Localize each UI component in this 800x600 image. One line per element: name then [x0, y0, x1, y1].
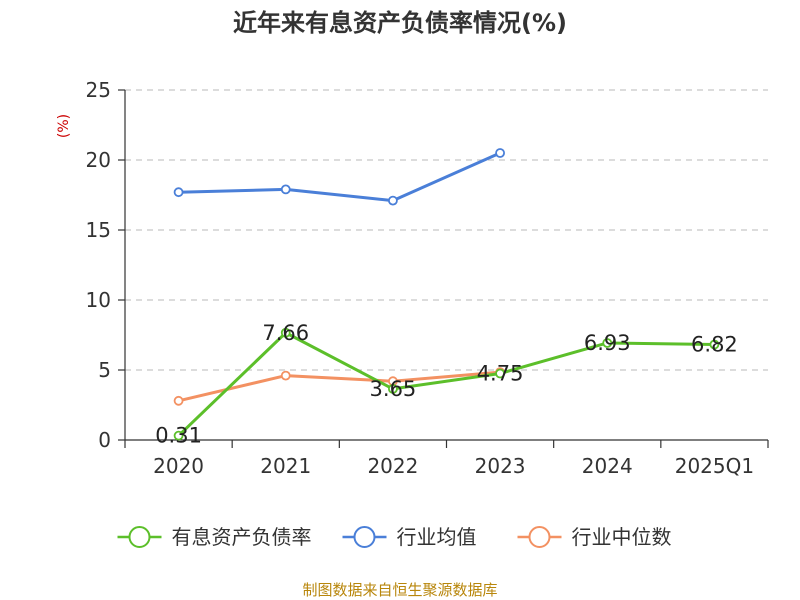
series-0-line [177, 331, 715, 437]
data-label: 0.31 [155, 424, 202, 448]
x-tick-label: 2021 [260, 454, 311, 478]
series-0-point [280, 327, 291, 338]
chart-title: 近年来有息资产负债率情况(%) [233, 9, 567, 37]
data-labels: 0.31 7.66 3.65 4.75 6.93 6.82 [155, 321, 738, 448]
y-tick-label: 10 [86, 288, 111, 312]
series-group [173, 148, 720, 441]
x-tick-label: 2022 [367, 454, 418, 478]
series-0-point [495, 368, 505, 379]
data-label: 4.75 [477, 362, 524, 386]
series-1-line [178, 151, 501, 203]
series-2-point [173, 395, 184, 406]
data-label: 7.66 [262, 321, 309, 345]
x-tick-label: 2025Q1 [675, 454, 754, 478]
series-1-point [388, 195, 398, 206]
legend-label: 行业中位数 [572, 525, 672, 549]
legend-swatch-marker [128, 526, 151, 548]
series-2-point [280, 370, 291, 381]
legend-label: 行业均值 [397, 525, 477, 549]
y-tick-label: 15 [86, 218, 111, 242]
grid-lines [125, 89, 768, 371]
data-label: 6.93 [584, 331, 631, 355]
legend-item-0: 有息资产负债率 [117, 525, 312, 549]
x-tick-label: 2023 [475, 454, 526, 478]
series-1-point [173, 187, 184, 198]
data-label: 6.82 [691, 333, 738, 357]
y-tick-label: 25 [86, 78, 111, 102]
legend-swatch-marker [528, 526, 551, 548]
legend-item-1: 行业均值 [342, 525, 477, 549]
legend-label: 有息资产负债率 [172, 525, 312, 549]
series-0-point [388, 383, 398, 394]
y-tick-label: 0 [98, 428, 111, 452]
series-2-line [178, 370, 501, 403]
series-1-point [495, 148, 505, 158]
series-0-point [173, 430, 184, 441]
series-0-point [602, 338, 613, 348]
y-tick-label: 20 [86, 148, 111, 172]
axes: 0 5 10 15 20 25 2020 2021 2022 2023 2024 2025Q1 [86, 78, 769, 478]
data-label: 3.65 [370, 377, 417, 401]
y-tick-label: 5 [98, 358, 111, 382]
source-note: 制图数据来自恒生聚源数据库 [302, 581, 497, 599]
series-0-point [709, 339, 720, 350]
legend-item-2: 行业中位数 [517, 525, 672, 549]
y-axis-unit: (%) [56, 114, 72, 138]
x-tick-label: 2020 [153, 454, 204, 478]
series-1-point [280, 184, 291, 195]
x-tick-label: 2024 [582, 454, 633, 478]
legend: 有息资产负债率 行业均值 行业中位数 [117, 525, 672, 549]
legend-swatch-marker [353, 526, 376, 548]
